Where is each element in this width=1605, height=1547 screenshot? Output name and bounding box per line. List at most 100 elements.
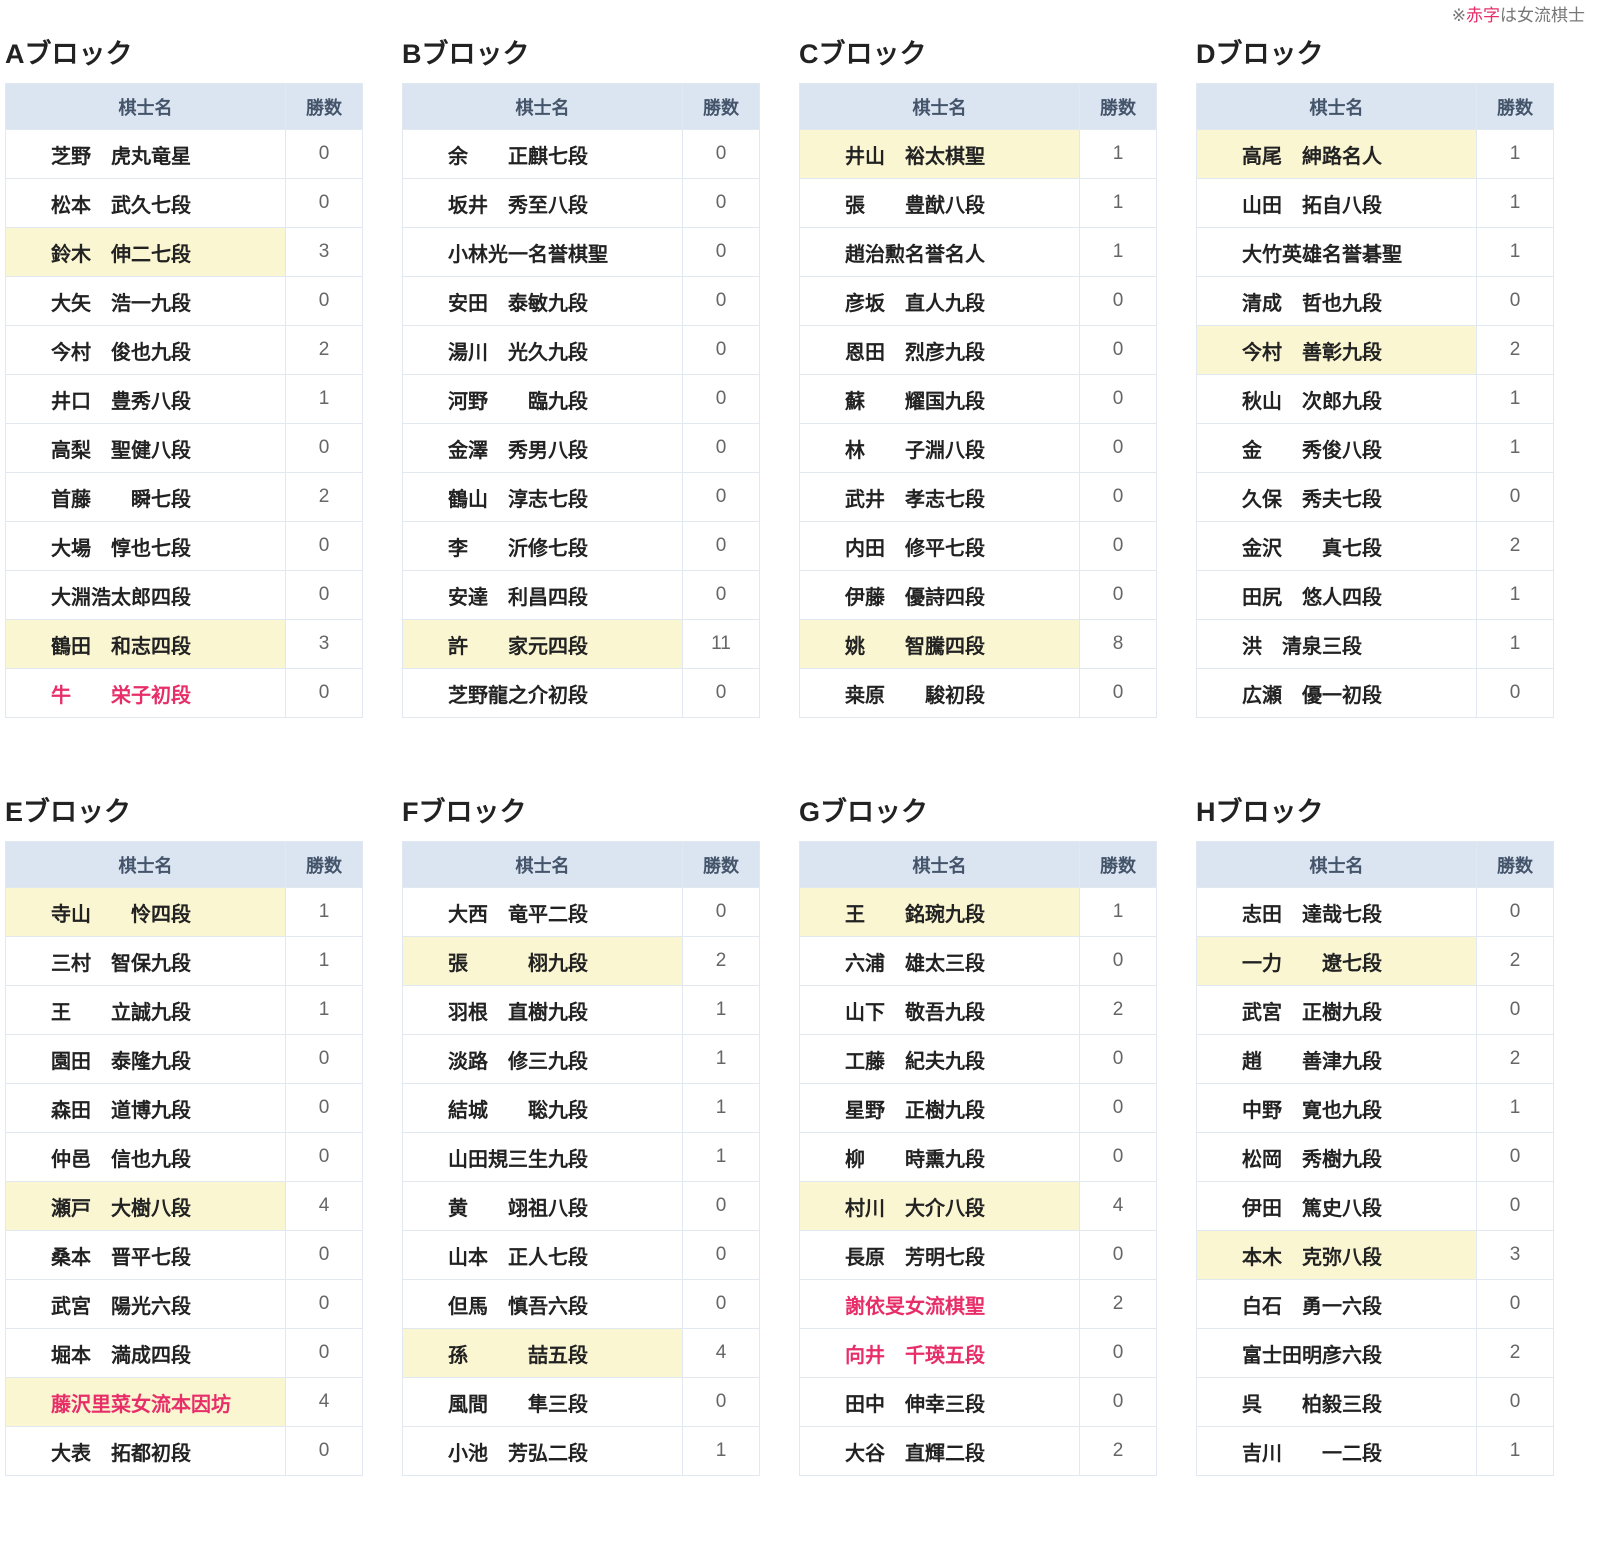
- name-column-header: 棋士名: [799, 83, 1080, 130]
- block-table: 棋士名 勝数 余 正麒七段 0 坂井 秀至八段 0 小林光一名誉棋聖 0 安田 泰敏九段 0 湯…: [402, 83, 760, 718]
- name-column-header: 棋士名: [1196, 841, 1477, 888]
- player-wins: 1: [1476, 619, 1554, 669]
- player-name: 村川 大介八段: [799, 1181, 1080, 1231]
- player-name: 湯川 光久九段: [402, 325, 683, 375]
- player-wins: 0: [1476, 1181, 1554, 1231]
- player-wins: 0: [1079, 374, 1157, 424]
- player-wins: 0: [682, 1230, 760, 1280]
- player-name: 大竹英雄名誉碁聖: [1196, 227, 1477, 277]
- player-wins: 0: [682, 1377, 760, 1427]
- legend-note-suffix: は女流棋士: [1500, 6, 1585, 25]
- player-wins: 0: [285, 1132, 363, 1182]
- player-name: 瀬戸 大樹八段: [5, 1181, 286, 1231]
- player-wins: 0: [1079, 1132, 1157, 1182]
- player-row: 一力 遼七段 2: [1196, 936, 1554, 986]
- player-row: 武宮 正樹九段 0: [1196, 985, 1554, 1035]
- player-name: 白石 勇一六段: [1196, 1279, 1477, 1329]
- player-wins: 0: [682, 423, 760, 473]
- player-wins: 4: [682, 1328, 760, 1378]
- player-row: 秋山 次郎九段 1: [1196, 374, 1554, 424]
- player-name: 趙 善津九段: [1196, 1034, 1477, 1084]
- block-title: Eブロック: [5, 797, 132, 827]
- player-row: 但馬 慎吾六段 0: [402, 1279, 760, 1329]
- player-wins: 1: [1476, 570, 1554, 620]
- player-row: 伊田 篤史八段 0: [1196, 1181, 1554, 1231]
- player-row: 武宮 陽光六段 0: [5, 1279, 363, 1329]
- player-name: 山本 正人七段: [402, 1230, 683, 1280]
- player-row: 柳 時熏九段 0: [799, 1132, 1157, 1182]
- table-body: 芝野 虎丸竜星 0 松本 武久七段 0 鈴木 伸二七段 3 大矢 浩一九段 0 今村 俊也九段 2…: [5, 129, 363, 718]
- player-wins: 1: [682, 1426, 760, 1476]
- player-wins: 1: [1476, 374, 1554, 424]
- player-row: 大表 拓都初段 0: [5, 1426, 363, 1476]
- player-row: 清成 哲也九段 0: [1196, 276, 1554, 326]
- block: Aブロック 棋士名 勝数 芝野 虎丸竜星 0 松本 武久七段 0 鈴木 伸二七段 3 大矢 …: [5, 38, 363, 718]
- player-name: 桒原 駿初段: [799, 668, 1080, 718]
- player-wins: 1: [1476, 227, 1554, 277]
- player-row: 安田 泰敏九段 0: [402, 276, 760, 326]
- block: Fブロック 棋士名 勝数 大西 竜平二段 0 張 栩九段 2 羽根 直樹九段 1 淡路 修三…: [402, 796, 760, 1476]
- player-row: 村川 大介八段 4: [799, 1181, 1157, 1231]
- player-wins: 1: [285, 985, 363, 1035]
- player-row: 広瀬 優一初段 0: [1196, 668, 1554, 718]
- player-wins: 0: [1079, 521, 1157, 571]
- block-table: 棋士名 勝数 高尾 紳路名人 1 山田 拓自八段 1 大竹英雄名誉碁聖 1 清成 哲也九段 0…: [1196, 83, 1554, 718]
- block-table: 棋士名 勝数 寺山 怜四段 1 三村 智保九段 1 王 立誠九段 1 園田 泰隆九段 0 森田 …: [5, 841, 363, 1476]
- player-name: 洪 清泉三段: [1196, 619, 1477, 669]
- player-name: 武宮 陽光六段: [5, 1279, 286, 1329]
- player-wins: 0: [285, 1034, 363, 1084]
- player-row: 内田 修平七段 0: [799, 521, 1157, 571]
- player-wins: 3: [1476, 1230, 1554, 1280]
- player-name: 大矢 浩一九段: [5, 276, 286, 326]
- player-wins: 0: [285, 178, 363, 228]
- player-row: 姚 智騰四段 8: [799, 619, 1157, 669]
- wins-column-header: 勝数: [1476, 83, 1554, 130]
- player-wins: 0: [1476, 887, 1554, 937]
- player-name: 田中 伸幸三段: [799, 1377, 1080, 1427]
- player-wins: 2: [285, 472, 363, 522]
- player-name: 長原 芳明七段: [799, 1230, 1080, 1280]
- player-name: 星野 正樹九段: [799, 1083, 1080, 1133]
- player-name: 黄 翊祖八段: [402, 1181, 683, 1231]
- player-row: 工藤 紀夫九段 0: [799, 1034, 1157, 1084]
- player-name: 藤沢里菜女流本因坊: [5, 1377, 286, 1427]
- player-wins: 2: [682, 936, 760, 986]
- player-row: 武井 孝志七段 0: [799, 472, 1157, 522]
- player-wins: 0: [1079, 1083, 1157, 1133]
- player-row: 堀本 満成四段 0: [5, 1328, 363, 1378]
- player-name: 金 秀俊八段: [1196, 423, 1477, 473]
- player-wins: 1: [1079, 227, 1157, 277]
- player-name: 呉 柏毅三段: [1196, 1377, 1477, 1427]
- player-row: 孫 喆五段 4: [402, 1328, 760, 1378]
- player-row: 伊藤 優詩四段 0: [799, 570, 1157, 620]
- player-wins: 0: [285, 276, 363, 326]
- player-name: 張 豊猷八段: [799, 178, 1080, 228]
- player-wins: 2: [1079, 985, 1157, 1035]
- player-row: 小池 芳弘二段 1: [402, 1426, 760, 1476]
- player-name: 六浦 雄太三段: [799, 936, 1080, 986]
- player-name: 秋山 次郎九段: [1196, 374, 1477, 424]
- player-wins: 0: [1079, 936, 1157, 986]
- block: Dブロック 棋士名 勝数 高尾 紳路名人 1 山田 拓自八段 1 大竹英雄名誉碁聖 1 清成…: [1196, 38, 1554, 718]
- name-column-header: 棋士名: [5, 83, 286, 130]
- player-row: 本木 克弥八段 3: [1196, 1230, 1554, 1280]
- player-name: 鶴田 和志四段: [5, 619, 286, 669]
- player-wins: 2: [1476, 521, 1554, 571]
- player-row: 大場 惇也七段 0: [5, 521, 363, 571]
- player-row: 結城 聡九段 1: [402, 1083, 760, 1133]
- player-wins: 0: [1476, 1132, 1554, 1182]
- player-row: 山田規三生九段 1: [402, 1132, 760, 1182]
- block-title: Hブロック: [1196, 797, 1324, 827]
- player-row: 王 立誠九段 1: [5, 985, 363, 1035]
- player-row: 仲邑 信也九段 0: [5, 1132, 363, 1182]
- player-row: 金澤 秀男八段 0: [402, 423, 760, 473]
- block-title: Fブロック: [402, 797, 527, 827]
- player-name: 山下 敬吾九段: [799, 985, 1080, 1035]
- player-row: 山田 拓自八段 1: [1196, 178, 1554, 228]
- player-name: 淡路 修三九段: [402, 1034, 683, 1084]
- table-body: 王 銘琬九段 1 六浦 雄太三段 0 山下 敬吾九段 2 工藤 紀夫九段 0 星野 正樹九段 0 柳…: [799, 887, 1157, 1476]
- blocks-grid: Aブロック 棋士名 勝数 芝野 虎丸竜星 0 松本 武久七段 0 鈴木 伸二七段 3 大矢 …: [5, 38, 1585, 1476]
- block-title: Dブロック: [1196, 39, 1324, 69]
- legend-note-red-word: 赤字: [1466, 6, 1500, 25]
- name-column-header: 棋士名: [799, 841, 1080, 888]
